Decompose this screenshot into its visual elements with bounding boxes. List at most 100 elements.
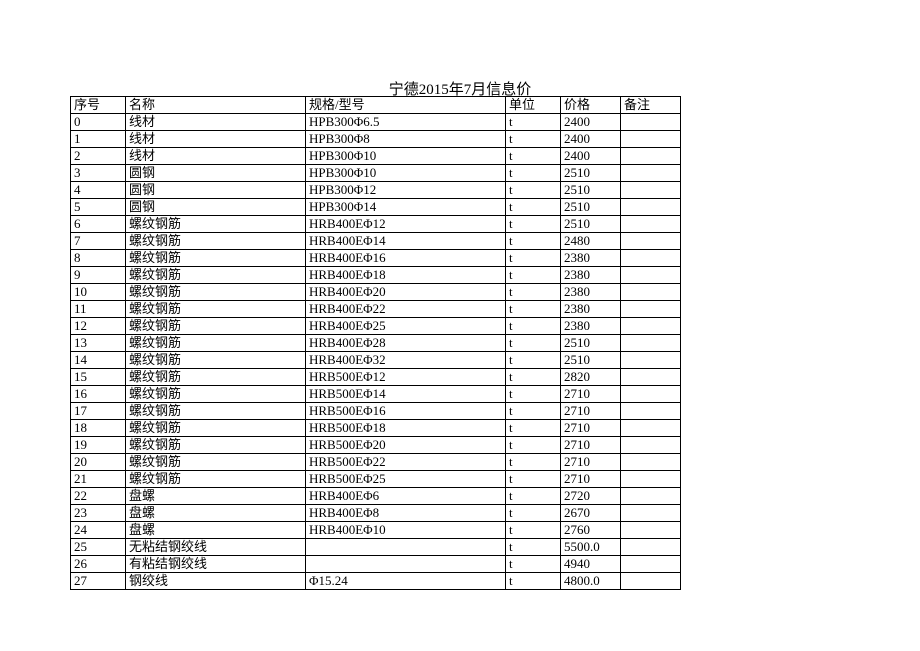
table-cell: 盘螺 bbox=[126, 522, 306, 539]
table-cell: 螺纹钢筋 bbox=[126, 369, 306, 386]
table-cell: t bbox=[506, 131, 561, 148]
table-cell: HRB500EΦ18 bbox=[306, 420, 506, 437]
table-cell: 24 bbox=[71, 522, 126, 539]
table-cell bbox=[621, 301, 681, 318]
table-row: 27钢绞线Φ15.24t4800.0 bbox=[71, 573, 681, 590]
table-cell: 20 bbox=[71, 454, 126, 471]
table-row: 22盘螺HRB400EΦ6t2720 bbox=[71, 488, 681, 505]
table-cell: HRB400EΦ8 bbox=[306, 505, 506, 522]
table-cell bbox=[621, 233, 681, 250]
table-cell: 12 bbox=[71, 318, 126, 335]
table-cell bbox=[621, 488, 681, 505]
table-cell: 27 bbox=[71, 573, 126, 590]
table-cell: 螺纹钢筋 bbox=[126, 352, 306, 369]
table-cell: 1 bbox=[71, 131, 126, 148]
table-cell bbox=[621, 182, 681, 199]
table-cell: Φ15.24 bbox=[306, 573, 506, 590]
table-cell: 13 bbox=[71, 335, 126, 352]
table-row: 11螺纹钢筋HRB400EΦ22t2380 bbox=[71, 301, 681, 318]
table-cell: HPB300Φ6.5 bbox=[306, 114, 506, 131]
table-row: 21螺纹钢筋HRB500EΦ25t2710 bbox=[71, 471, 681, 488]
table-cell: t bbox=[506, 352, 561, 369]
table-cell: t bbox=[506, 522, 561, 539]
price-table: 序号 名称 规格/型号 单位 价格 备注 0线材HPB300Φ6.5t24001… bbox=[70, 96, 681, 590]
table-cell: t bbox=[506, 250, 561, 267]
table-cell: 螺纹钢筋 bbox=[126, 454, 306, 471]
table-row: 13螺纹钢筋HRB400EΦ28t2510 bbox=[71, 335, 681, 352]
table-cell: 2 bbox=[71, 148, 126, 165]
table-cell: HRB500EΦ22 bbox=[306, 454, 506, 471]
table-cell: 螺纹钢筋 bbox=[126, 250, 306, 267]
table-row: 1线材HPB300Φ8t2400 bbox=[71, 131, 681, 148]
table-cell: HRB500EΦ12 bbox=[306, 369, 506, 386]
table-cell: 2510 bbox=[561, 165, 621, 182]
table-cell: HPB300Φ8 bbox=[306, 131, 506, 148]
table-cell: 15 bbox=[71, 369, 126, 386]
table-cell: 2400 bbox=[561, 148, 621, 165]
table-cell: 圆钢 bbox=[126, 182, 306, 199]
table-cell bbox=[621, 284, 681, 301]
table-cell: t bbox=[506, 437, 561, 454]
table-cell: 2480 bbox=[561, 233, 621, 250]
table-cell: HPB300Φ10 bbox=[306, 148, 506, 165]
table-cell: 3 bbox=[71, 165, 126, 182]
table-cell: 7 bbox=[71, 233, 126, 250]
table-cell: 盘螺 bbox=[126, 488, 306, 505]
table-row: 4圆钢HPB300Φ12t2510 bbox=[71, 182, 681, 199]
table-cell: 4 bbox=[71, 182, 126, 199]
table-cell: 有粘结钢绞线 bbox=[126, 556, 306, 573]
table-cell: t bbox=[506, 233, 561, 250]
table-cell: t bbox=[506, 454, 561, 471]
table-cell: 螺纹钢筋 bbox=[126, 335, 306, 352]
table-cell: 2380 bbox=[561, 267, 621, 284]
table-cell: t bbox=[506, 539, 561, 556]
table-cell: t bbox=[506, 199, 561, 216]
table-cell: 19 bbox=[71, 437, 126, 454]
table-cell: 2710 bbox=[561, 471, 621, 488]
table-cell bbox=[621, 114, 681, 131]
table-cell: 2670 bbox=[561, 505, 621, 522]
table-row: 2线材HPB300Φ10t2400 bbox=[71, 148, 681, 165]
table-cell: t bbox=[506, 488, 561, 505]
table-cell: 螺纹钢筋 bbox=[126, 403, 306, 420]
table-cell bbox=[621, 216, 681, 233]
table-row: 25无粘结钢绞线t5500.0 bbox=[71, 539, 681, 556]
table-cell: t bbox=[506, 335, 561, 352]
table-cell: 17 bbox=[71, 403, 126, 420]
table-cell: HPB300Φ14 bbox=[306, 199, 506, 216]
table-cell: t bbox=[506, 216, 561, 233]
table-cell: t bbox=[506, 182, 561, 199]
table-cell bbox=[621, 131, 681, 148]
table-header-row: 序号 名称 规格/型号 单位 价格 备注 bbox=[71, 97, 681, 114]
col-header: 名称 bbox=[126, 97, 306, 114]
table-cell: 18 bbox=[71, 420, 126, 437]
table-cell: 6 bbox=[71, 216, 126, 233]
table-cell: 2510 bbox=[561, 182, 621, 199]
table-cell: HRB500EΦ14 bbox=[306, 386, 506, 403]
table-cell: 5 bbox=[71, 199, 126, 216]
table-row: 14螺纹钢筋HRB400EΦ32t2510 bbox=[71, 352, 681, 369]
table-cell: t bbox=[506, 148, 561, 165]
table-cell: 2380 bbox=[561, 284, 621, 301]
table-cell: 螺纹钢筋 bbox=[126, 216, 306, 233]
table-row: 23盘螺HRB400EΦ8t2670 bbox=[71, 505, 681, 522]
table-cell: t bbox=[506, 267, 561, 284]
table-cell: 2400 bbox=[561, 114, 621, 131]
col-header: 备注 bbox=[621, 97, 681, 114]
table-row: 7螺纹钢筋HRB400EΦ14t2480 bbox=[71, 233, 681, 250]
page: 宁德2015年7月信息价 序号 名称 规格/型号 单位 价格 备注 0线材HPB… bbox=[0, 0, 920, 651]
table-cell: 螺纹钢筋 bbox=[126, 318, 306, 335]
table-cell: 8 bbox=[71, 250, 126, 267]
table-cell: 圆钢 bbox=[126, 165, 306, 182]
table-row: 12螺纹钢筋HRB400EΦ25t2380 bbox=[71, 318, 681, 335]
table-cell bbox=[621, 471, 681, 488]
table-cell: 2710 bbox=[561, 420, 621, 437]
table-cell: 2510 bbox=[561, 335, 621, 352]
table-cell: HRB500EΦ20 bbox=[306, 437, 506, 454]
table-row: 0线材HPB300Φ6.5t2400 bbox=[71, 114, 681, 131]
table-cell: t bbox=[506, 284, 561, 301]
table-cell bbox=[306, 556, 506, 573]
table-row: 24盘螺HRB400EΦ10t2760 bbox=[71, 522, 681, 539]
table-cell: 线材 bbox=[126, 148, 306, 165]
table-cell: HRB400EΦ18 bbox=[306, 267, 506, 284]
